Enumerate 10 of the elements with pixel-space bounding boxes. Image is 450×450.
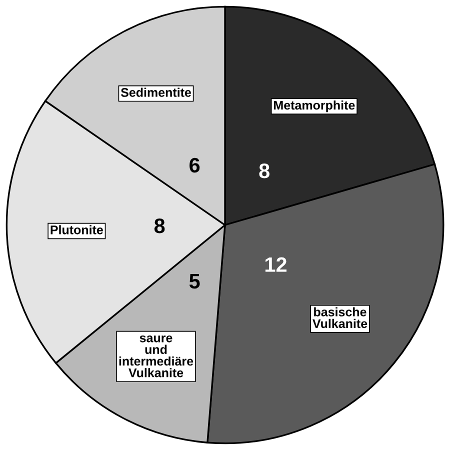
data-label: 8: [259, 163, 270, 178]
data-label: 12: [265, 257, 286, 272]
data-label: 6: [190, 158, 200, 173]
slice-label: basische Vulkanite: [312, 307, 368, 328]
slice-label: Metamorphite: [274, 100, 355, 112]
data-label: 5: [189, 274, 200, 289]
slice-label: Plutonite: [50, 225, 103, 234]
slice-label: saure und intermediäre Vulkanite: [119, 335, 194, 378]
slice-label: Sedimentite: [120, 88, 192, 97]
data-label: 8: [154, 218, 165, 234]
